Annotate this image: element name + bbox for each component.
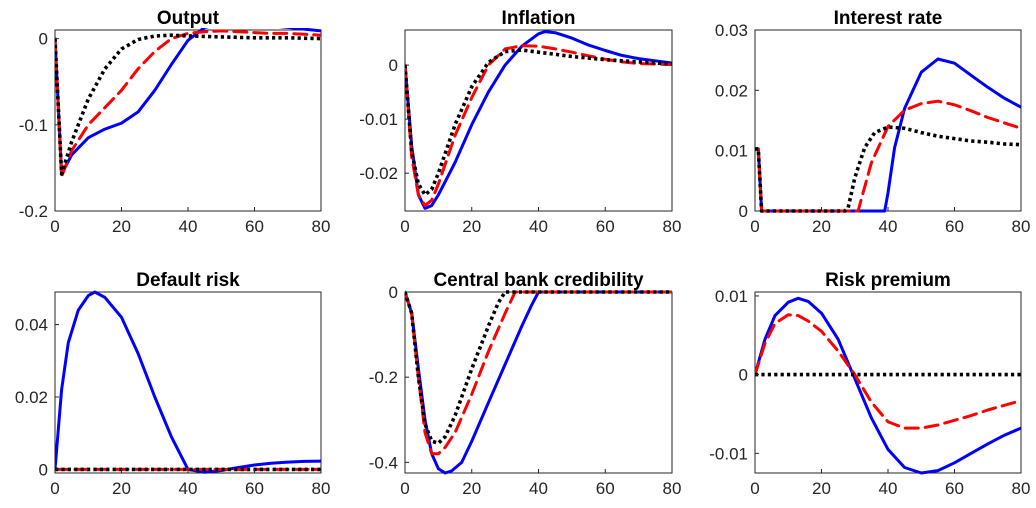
y-tick-label: 0 — [739, 366, 748, 385]
series-group — [755, 57, 1021, 213]
x-tick-label: 20 — [812, 479, 831, 498]
y-tick-label: 0.02 — [715, 81, 748, 100]
x-tick-label: 80 — [312, 217, 331, 236]
x-tick-label: 60 — [945, 217, 964, 236]
y-tick-label: 0 — [39, 30, 48, 49]
x-tick-label: 40 — [529, 479, 548, 498]
x-tick-label: 40 — [879, 479, 898, 498]
series-group — [405, 30, 672, 210]
series-line-3 — [55, 33, 321, 176]
x-tick-label: 0 — [400, 217, 409, 236]
plot-frame — [54, 291, 322, 474]
x-tick-label: 40 — [879, 217, 898, 236]
y-tick-label: -0.1 — [19, 116, 48, 135]
y-tick-label: -0.01 — [709, 444, 748, 463]
y-tick-label: 0 — [39, 460, 48, 479]
x-tick-label: 0 — [750, 217, 759, 236]
series-group — [405, 290, 672, 475]
y-tick-label: 0.02 — [15, 388, 48, 407]
x-tick-label: 40 — [529, 217, 548, 236]
x-tick-label: 20 — [462, 217, 481, 236]
series-line-3 — [405, 290, 672, 445]
chart-panel-1: 0 20 40 60 80 -0.2 -0.1 0 Output — [19, 8, 331, 236]
panel-title: Central bank credibility — [433, 270, 644, 291]
y-tick-label: 0.04 — [15, 316, 48, 335]
series-line-1 — [55, 28, 321, 176]
panel-title: Inflation — [502, 8, 576, 29]
chart-panel-4: 0 20 40 60 80 0 0.02 0.04 Default risk — [15, 270, 331, 498]
x-tick-label: 20 — [112, 479, 131, 498]
y-tick-label: -0.2 — [369, 368, 398, 387]
plot-frame — [54, 29, 322, 212]
series-group — [55, 28, 321, 178]
y-tick-label: -0.2 — [19, 202, 48, 221]
panel-title: Default risk — [136, 270, 240, 291]
x-tick-label: 0 — [50, 479, 59, 498]
x-tick-label: 0 — [50, 217, 59, 236]
y-tick-label: 0 — [389, 56, 398, 75]
series-line-2 — [405, 44, 672, 208]
x-tick-label: 0 — [750, 479, 759, 498]
x-tick-label: 80 — [1012, 217, 1031, 236]
series-line-1 — [55, 290, 321, 474]
chart-panel-2: 0 20 40 60 80 -0.02 -0.01 0 Inflation — [359, 8, 681, 236]
x-tick-label: 20 — [112, 217, 131, 236]
y-tick-label: 0.01 — [715, 287, 748, 306]
chart-panel-3: 0 20 40 60 80 0 0.01 0.02 0.03 Interest rate — [715, 8, 1031, 236]
chart-panel-5: 0 20 40 60 80 -0.4 -0.2 0 Central bank credibili… — [369, 270, 682, 498]
x-tick-label: 60 — [245, 217, 264, 236]
x-tick-label: 80 — [663, 479, 682, 498]
series-line-2 — [55, 29, 321, 178]
y-tick-label: 0 — [389, 283, 398, 302]
x-tick-label: 0 — [400, 479, 409, 498]
x-tick-label: 60 — [596, 217, 615, 236]
panel-title: Interest rate — [834, 8, 943, 29]
series-line-2 — [755, 313, 1021, 430]
series-line-1 — [755, 296, 1021, 475]
y-tick-label: 0.01 — [715, 142, 748, 161]
x-tick-label: 80 — [312, 479, 331, 498]
series-group — [755, 296, 1021, 475]
plot-frame — [754, 291, 1022, 474]
x-tick-label: 40 — [179, 479, 198, 498]
y-tick-label: -0.02 — [359, 164, 398, 183]
panel-title: Risk premium — [825, 270, 951, 291]
series-line-2 — [405, 290, 672, 456]
y-tick-label: 0.03 — [715, 21, 748, 40]
plot-frame — [754, 29, 1022, 212]
x-tick-label: 60 — [945, 479, 964, 498]
series-line-3 — [405, 48, 672, 197]
y-tick-label: -0.01 — [359, 110, 398, 129]
x-tick-label: 40 — [179, 217, 198, 236]
x-tick-label: 20 — [812, 217, 831, 236]
y-tick-label: -0.4 — [369, 453, 398, 472]
x-tick-label: 60 — [245, 479, 264, 498]
x-tick-label: 80 — [1012, 479, 1031, 498]
panel-title: Output — [157, 8, 220, 29]
y-tick-label: 0 — [739, 202, 748, 221]
x-tick-label: 80 — [663, 217, 682, 236]
x-tick-label: 20 — [462, 479, 481, 498]
x-tick-label: 60 — [596, 479, 615, 498]
